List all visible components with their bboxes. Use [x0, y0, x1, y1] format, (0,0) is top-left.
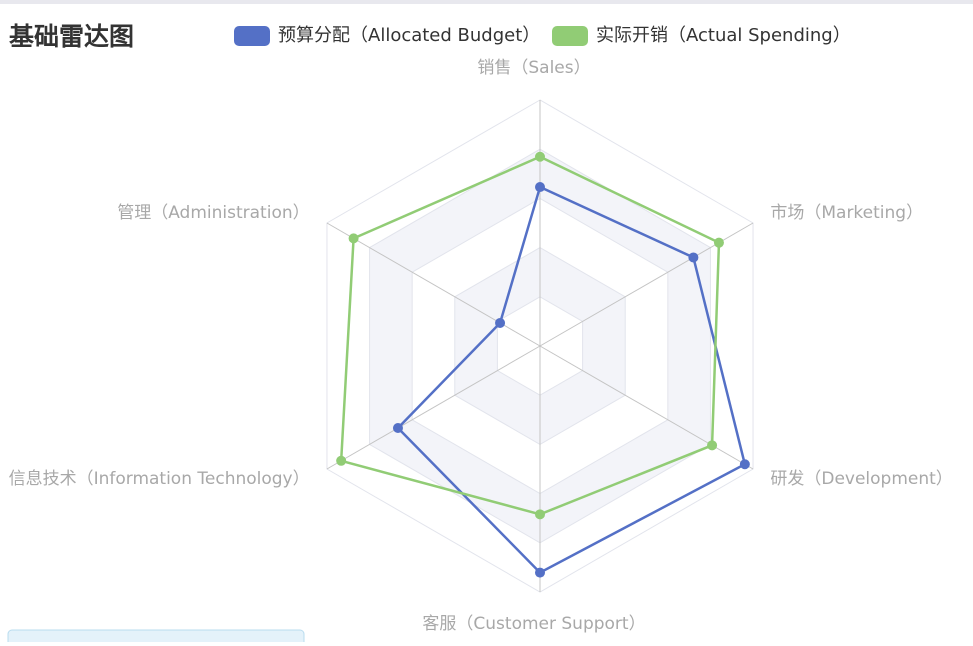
data-point: [739, 459, 750, 470]
data-point: [348, 233, 359, 244]
data-point: [336, 455, 347, 466]
legend-label: 预算分配（Allocated Budget）: [278, 25, 540, 46]
data-point: [707, 440, 718, 451]
legend-icon: [552, 26, 588, 46]
indicator-label: 销售（Sales）: [477, 58, 590, 78]
axis-line: [326, 345, 541, 470]
chart-title: 基础雷达图: [9, 22, 134, 51]
data-point: [495, 317, 506, 328]
panel-edge: [7, 629, 305, 646]
indicator-label: 研发（Development）: [770, 469, 952, 489]
legend-label: 实际开销（Actual Spending）: [596, 25, 851, 46]
data-point: [535, 509, 545, 520]
indicator-label: 信息技术（Information Technology）: [9, 469, 310, 489]
indicator-label: 市场（Marketing）: [770, 203, 923, 223]
data-point: [535, 567, 545, 578]
axis-line: [539, 345, 754, 470]
data-point: [713, 237, 724, 248]
data-point: [688, 252, 699, 263]
top-bar: [0, 0, 973, 4]
data-point: [535, 151, 545, 162]
axis-line: [326, 222, 541, 347]
data-point: [535, 182, 545, 193]
data-point: [392, 423, 403, 433]
legend-icon: [234, 26, 270, 46]
indicator-label: 客服（Customer Support）: [422, 614, 645, 634]
indicator-label: 管理（Administration）: [117, 203, 309, 223]
